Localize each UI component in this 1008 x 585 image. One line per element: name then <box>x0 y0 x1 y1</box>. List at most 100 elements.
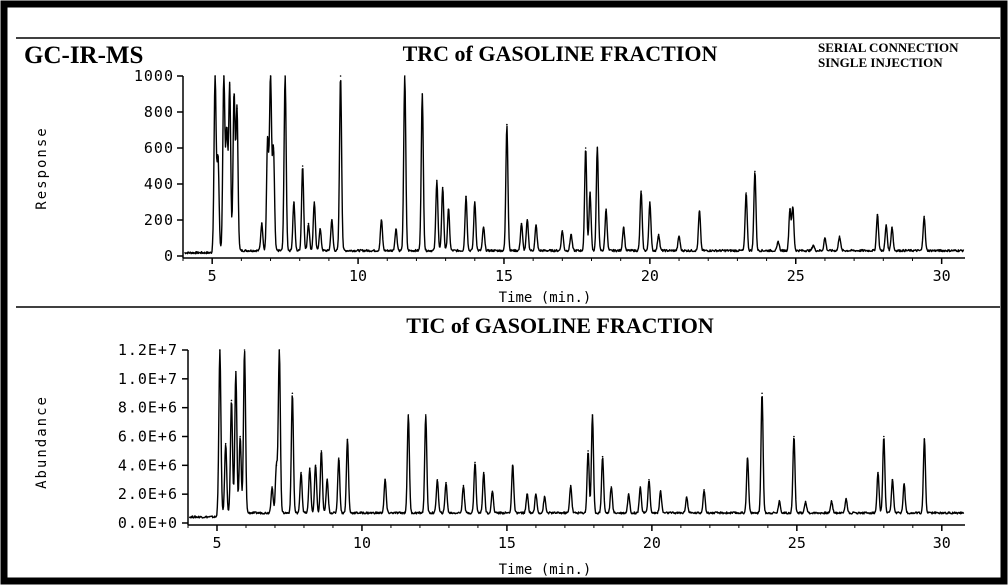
peak-point <box>845 497 847 500</box>
peak-point <box>511 464 514 467</box>
peak-point <box>445 481 447 484</box>
peak-point <box>789 208 791 210</box>
peak-point <box>272 147 275 149</box>
y-tick-label: 800 <box>144 103 174 121</box>
y-tick-label: 0 <box>164 247 174 265</box>
peak-point <box>223 75 225 77</box>
peak-point <box>640 190 642 192</box>
x-tick-label: 20 <box>641 267 659 285</box>
peak-point <box>473 201 476 203</box>
peak-point <box>307 222 310 225</box>
chart-title: TIC of GASOLINE FRACTION <box>406 313 714 338</box>
peak-point <box>778 500 781 503</box>
peak-point <box>754 170 756 173</box>
y-axis-label: Response <box>34 126 50 209</box>
peak-point <box>291 392 294 395</box>
peak-point <box>838 235 841 237</box>
y-tick-label: 2.0E+6 <box>118 485 178 503</box>
peak-point <box>230 399 233 402</box>
y-tick-label: 4.0E+6 <box>118 456 178 474</box>
peak-point <box>923 215 925 218</box>
peak-point <box>777 240 780 243</box>
peak-point <box>570 233 572 236</box>
peak-point <box>745 192 747 194</box>
peak-point <box>649 201 651 203</box>
peak-point <box>903 483 905 485</box>
peak-point <box>447 208 450 210</box>
peak-point <box>746 457 749 459</box>
peak-point <box>424 414 427 416</box>
x-tick-label: 10 <box>349 267 367 285</box>
peak-point <box>219 349 221 351</box>
peak-point <box>877 471 879 474</box>
peak-point <box>233 93 235 95</box>
peak-point <box>885 224 888 227</box>
chart-title: TRC of GASOLINE FRACTION <box>403 41 718 66</box>
peak-point <box>319 228 321 230</box>
peak-point <box>462 484 465 487</box>
peak-point <box>526 219 529 221</box>
peak-point <box>380 219 383 221</box>
peak-point <box>569 484 572 487</box>
y-tick-label: 400 <box>144 175 174 193</box>
peak-point <box>605 208 607 210</box>
peak-point <box>883 435 885 438</box>
peak-point <box>506 123 508 126</box>
peak-point <box>891 226 893 228</box>
peak-point <box>657 233 660 236</box>
peak-point <box>300 471 302 474</box>
peak-point <box>403 75 406 77</box>
peak-point <box>269 75 272 77</box>
x-tick-label: 10 <box>353 534 371 552</box>
y-tick-label: 8.0E+6 <box>118 399 178 417</box>
peak-point <box>610 486 613 488</box>
peak-point <box>698 210 701 212</box>
peak-point <box>543 496 546 498</box>
trc-chart: TRC of GASOLINE FRACTION Response Time (… <box>34 41 965 306</box>
peak-point <box>236 107 238 110</box>
peak-point <box>228 84 231 86</box>
peak-point <box>792 206 794 209</box>
peak-point <box>301 165 304 167</box>
peak-point <box>812 244 815 246</box>
peak-point <box>587 450 589 452</box>
x-tick-label: 15 <box>495 267 513 285</box>
peak-point <box>225 129 228 131</box>
peak-point <box>761 392 763 395</box>
peak-point <box>260 222 263 225</box>
peak-point <box>407 414 410 416</box>
peak-point <box>622 226 625 228</box>
peak-point <box>314 464 317 467</box>
peak-point <box>876 213 879 216</box>
peak-point <box>891 478 894 481</box>
peak-point <box>804 500 807 503</box>
tic-chart: TIC of GASOLINE FRACTION Abundance Time … <box>34 313 965 578</box>
x-tick-label: 30 <box>933 267 951 285</box>
peak-point <box>308 467 311 470</box>
peak-point <box>293 201 295 203</box>
peak-point <box>224 442 227 445</box>
peak-point <box>346 438 349 441</box>
x-axis-label: Time (min.) <box>499 290 592 306</box>
peak-point <box>441 186 444 189</box>
peak-point <box>561 230 564 232</box>
peak-point <box>596 147 599 149</box>
peak-point <box>627 493 630 495</box>
peak-point <box>395 228 397 230</box>
note-line-1: SERIAL CONNECTION <box>818 40 959 55</box>
peak-point <box>339 75 342 77</box>
peak-point <box>214 75 216 77</box>
peak-point <box>436 478 439 481</box>
x-tick-label: 25 <box>788 534 806 552</box>
peak-point <box>685 496 688 498</box>
peak-point <box>239 435 241 438</box>
y-tick-label: 1.0E+7 <box>118 370 178 388</box>
peak-point <box>678 235 680 237</box>
peak-point <box>384 478 386 481</box>
peak-point <box>271 486 273 488</box>
peak-point <box>520 222 523 225</box>
peak-point <box>436 179 438 182</box>
x-tick-label: 5 <box>212 534 221 552</box>
